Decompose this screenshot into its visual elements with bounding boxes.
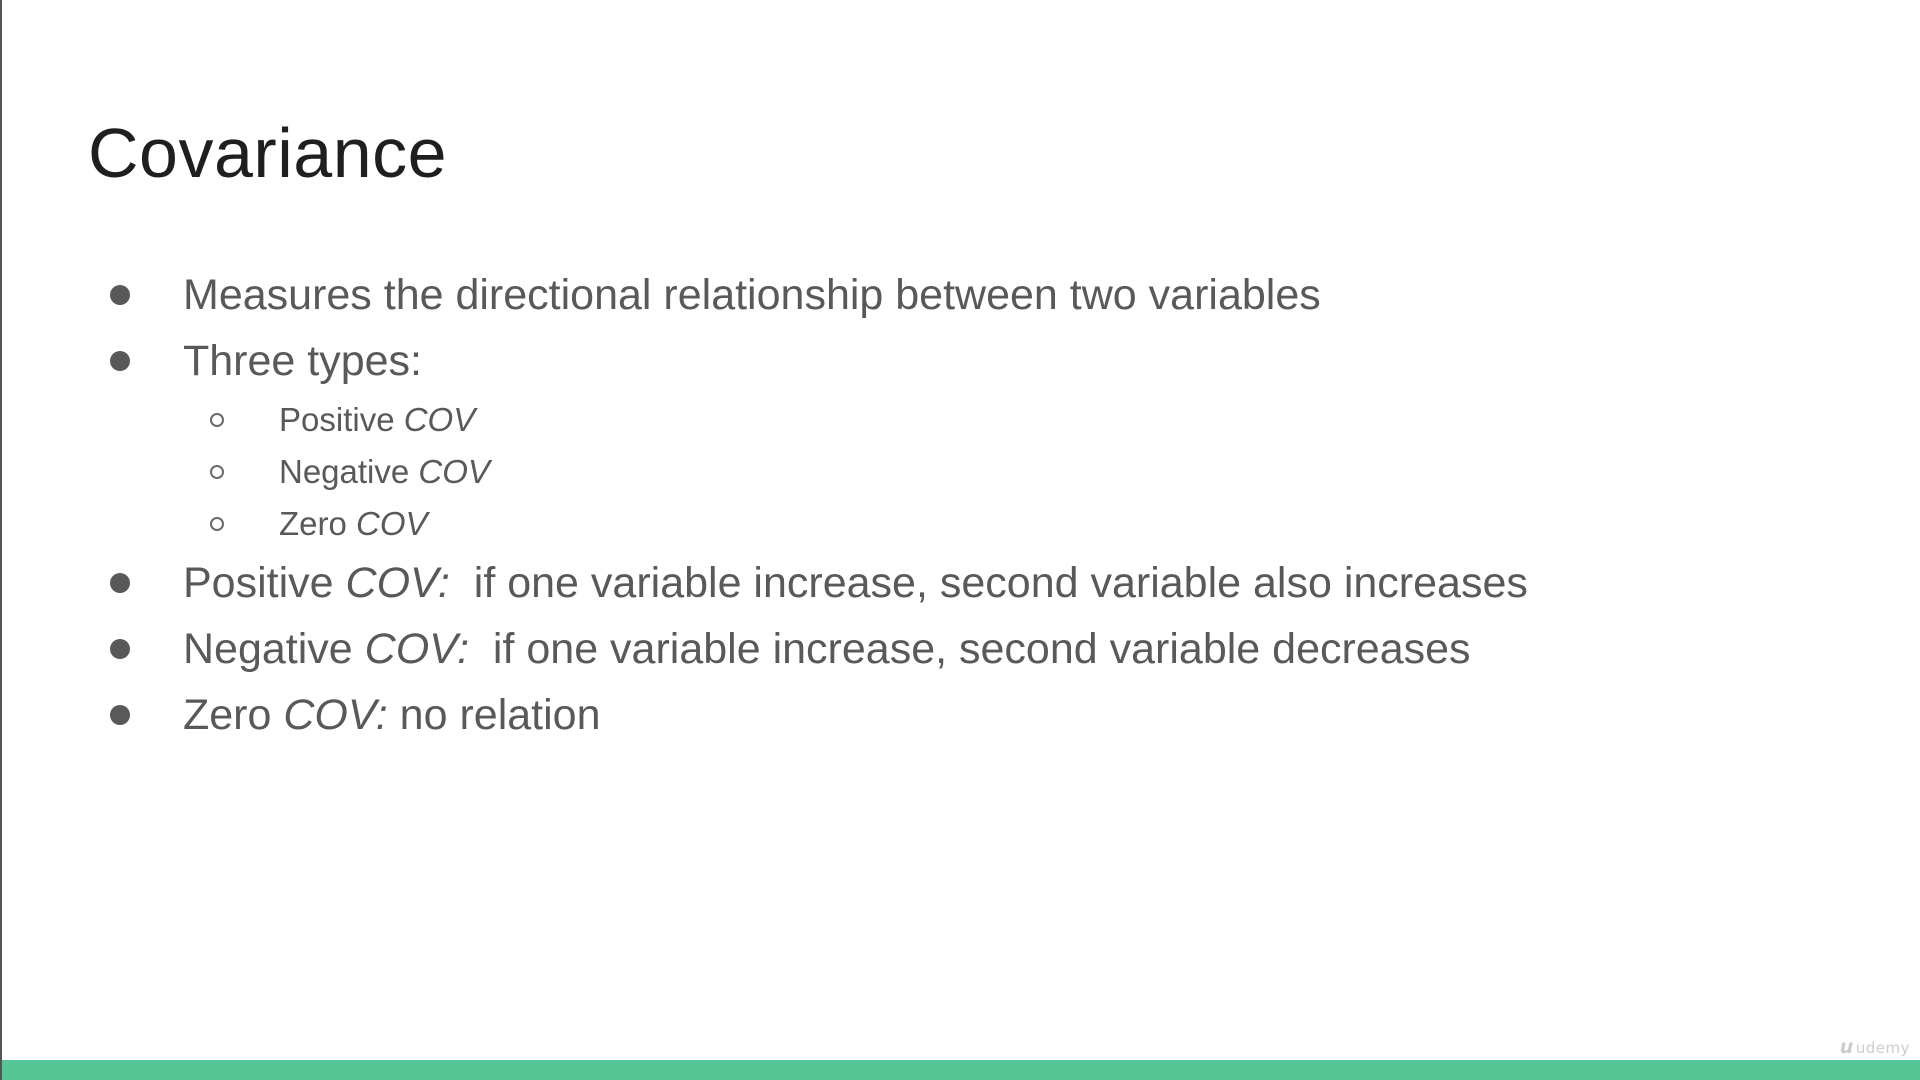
bullet-term: COV: xyxy=(345,559,450,607)
bullet-item: Zero COV: no relation xyxy=(2,682,1902,748)
sub-bullet-text: Positive xyxy=(279,401,404,438)
accent-bar xyxy=(2,1060,1920,1080)
sub-bullet-term: COV xyxy=(403,401,476,438)
bullet-dot-icon xyxy=(110,639,130,659)
bullet-dot-icon xyxy=(110,573,130,593)
bullet-dot-icon xyxy=(110,285,130,305)
bullet-text: Negative xyxy=(183,625,365,673)
bullet-dot-icon xyxy=(110,351,130,371)
bullet-rest: if one variable increase, second variabl… xyxy=(469,625,1471,673)
bullet-text: Three types: xyxy=(183,337,422,385)
bullet-item: Positive COV: if one variable increase, … xyxy=(2,550,1902,616)
bullet-rest: if one variable increase, second variabl… xyxy=(449,559,1528,607)
bullet-ring-icon xyxy=(210,517,224,531)
sub-bullet-text: Negative xyxy=(279,453,419,490)
sub-bullet-term: COV xyxy=(418,453,490,490)
bullet-dot-icon xyxy=(110,705,130,725)
bullet-term: COV: xyxy=(364,625,470,673)
sub-bullet-text: Zero xyxy=(279,505,357,542)
bullet-term: COV: xyxy=(283,691,388,739)
bullet-rest: no relation xyxy=(387,691,601,739)
bullet-item: Measures the directional relationship be… xyxy=(2,262,1902,328)
udemy-watermark: u udemy xyxy=(1840,1036,1910,1058)
bullet-text: Measures the directional relationship be… xyxy=(183,271,1321,319)
slide-title: Covariance xyxy=(88,114,448,192)
bullet-list: Measures the directional relationship be… xyxy=(2,262,1902,748)
bullet-text: Zero xyxy=(183,691,284,739)
bullet-text: Positive xyxy=(183,559,346,607)
bullet-ring-icon xyxy=(210,465,224,479)
sub-bullet-item: Zero COV xyxy=(2,498,1902,550)
sub-bullet-item: Positive COV xyxy=(2,394,1902,446)
sub-bullet-item: Negative COV xyxy=(2,446,1902,498)
bullet-ring-icon xyxy=(210,413,224,427)
watermark-text: udemy xyxy=(1855,1039,1910,1057)
bullet-item: Three types: xyxy=(2,328,1902,394)
bullet-item: Negative COV: if one variable increase, … xyxy=(2,616,1902,682)
udemy-logo-icon: u xyxy=(1839,1036,1854,1058)
sub-bullet-term: COV xyxy=(356,505,428,542)
